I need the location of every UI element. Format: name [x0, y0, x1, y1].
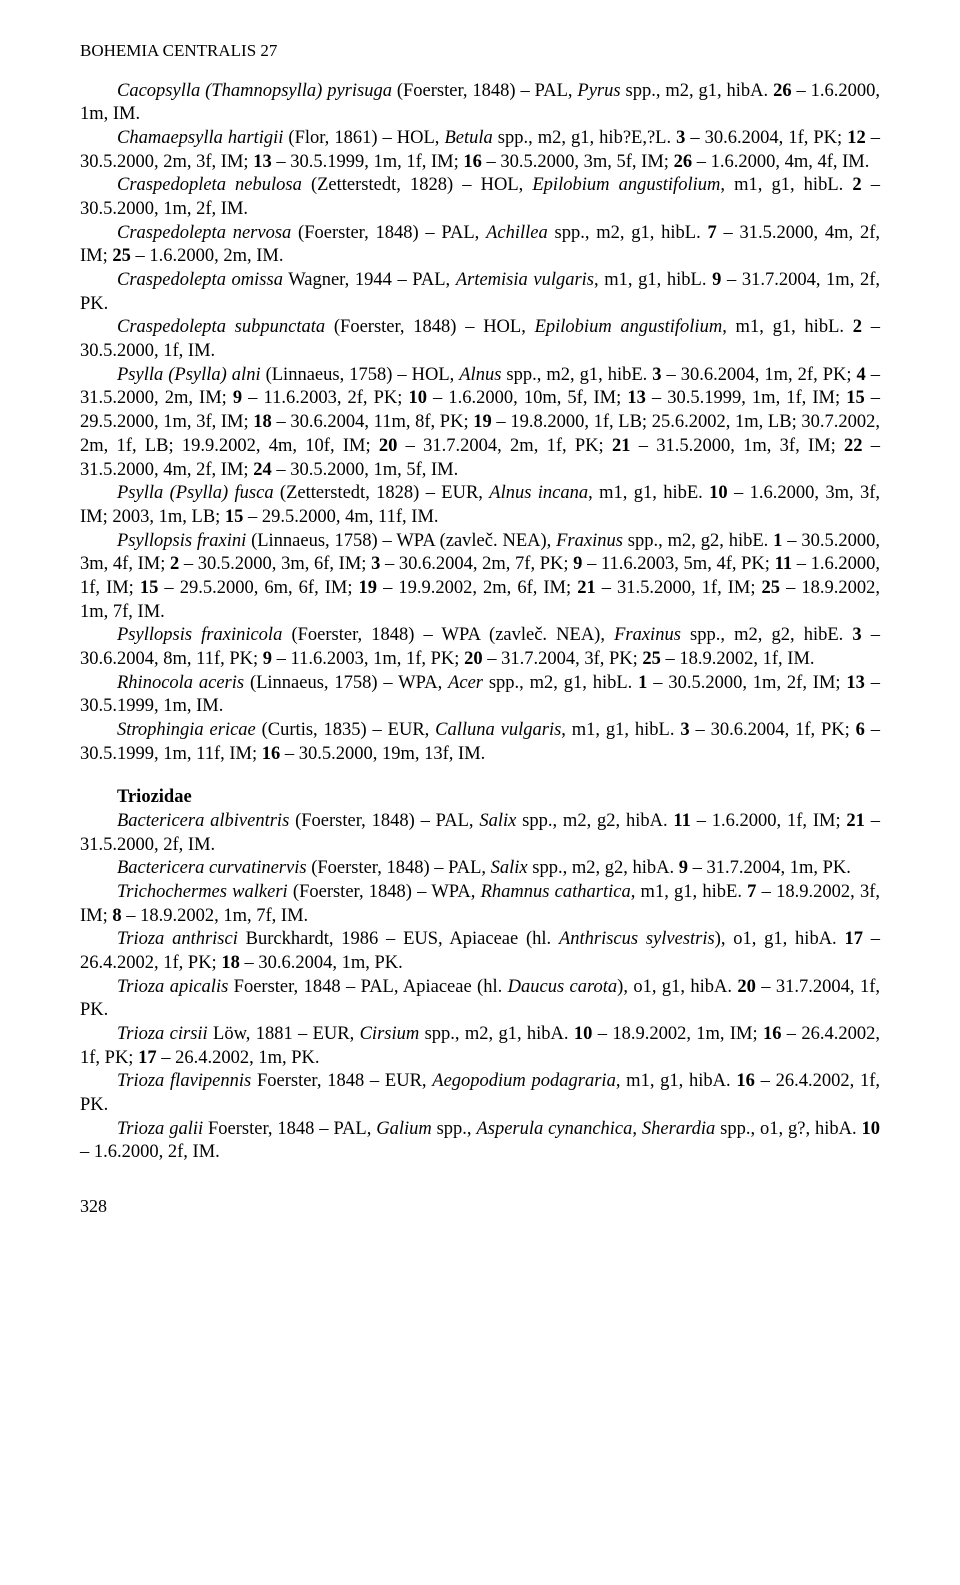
entries-block-2: Bactericera albiventris (Foerster, 1848)…: [80, 810, 880, 1165]
species-entry: Craspedolepta subpunctata (Foerster, 184…: [80, 316, 880, 363]
species-entry: Bactericera curvatinervis (Foerster, 184…: [80, 857, 880, 881]
species-entry: Trioza anthrisci Burckhardt, 1986 – EUS,…: [80, 928, 880, 975]
species-entry: Bactericera albiventris (Foerster, 1848)…: [80, 810, 880, 857]
species-entry: Cacopsylla (Thamnopsylla) pyrisuga (Foer…: [80, 80, 880, 127]
species-entry: Craspedolepta omissa Wagner, 1944 – PAL,…: [80, 269, 880, 316]
species-entry: Psyllopsis fraxini (Linnaeus, 1758) – WP…: [80, 530, 880, 625]
species-entry: Trioza galii Foerster, 1848 – PAL, Galiu…: [80, 1118, 880, 1165]
species-entry: Trichochermes walkeri (Foerster, 1848) –…: [80, 881, 880, 928]
entries-block-1: Cacopsylla (Thamnopsylla) pyrisuga (Foer…: [80, 80, 880, 766]
running-header: BOHEMIA CENTRALIS 27: [80, 40, 880, 62]
species-entry: Strophingia ericae (Curtis, 1835) – EUR,…: [80, 719, 880, 766]
species-entry: Trioza flavipennis Foerster, 1848 – EUR,…: [80, 1070, 880, 1117]
species-entry: Psylla (Psylla) fusca (Zetterstedt, 1828…: [80, 482, 880, 529]
paper-page: BOHEMIA CENTRALIS 27 Cacopsylla (Thamnop…: [0, 0, 960, 1258]
family-heading: Triozidae: [80, 786, 880, 810]
species-entry: Psylla (Psylla) alni (Linnaeus, 1758) – …: [80, 364, 880, 482]
species-entry: Chamaepsylla hartigii (Flor, 1861) – HOL…: [80, 127, 880, 174]
page-number: 328: [80, 1195, 880, 1218]
species-entry: Craspedopleta nebulosa (Zetterstedt, 182…: [80, 174, 880, 221]
species-entry: Trioza apicalis Foerster, 1848 – PAL, Ap…: [80, 976, 880, 1023]
species-entry: Rhinocola aceris (Linnaeus, 1758) – WPA,…: [80, 672, 880, 719]
species-entry: Psyllopsis fraxinicola (Foerster, 1848) …: [80, 624, 880, 671]
species-entry: Trioza cirsii Löw, 1881 – EUR, Cirsium s…: [80, 1023, 880, 1070]
species-entry: Craspedolepta nervosa (Foerster, 1848) –…: [80, 222, 880, 269]
